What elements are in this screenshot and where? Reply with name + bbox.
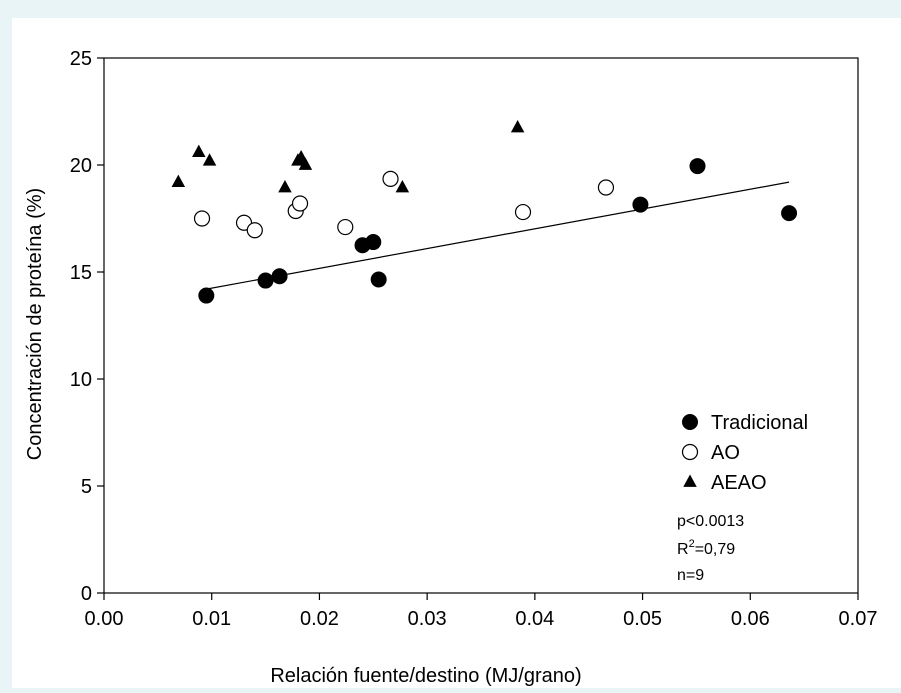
x-tick-labels: 0.00 0.01 0.02 0.03 0.04 0.05 0.06 0.07 xyxy=(85,608,878,630)
y-tick-label: 5 xyxy=(81,476,92,498)
point-ao xyxy=(337,218,354,236)
y-tick-label: 0 xyxy=(81,583,92,605)
x-tick-label: 0.05 xyxy=(623,608,662,630)
axes xyxy=(97,57,859,600)
legend-marker-aeao xyxy=(683,474,697,487)
point-aeao xyxy=(171,174,186,187)
stat-r-letter: R xyxy=(677,541,689,558)
y-tick-label: 10 xyxy=(70,369,92,391)
legend-marker-ao xyxy=(681,443,699,461)
stat-r-squared: R2=0,79 xyxy=(677,538,735,558)
point-aeao xyxy=(510,120,525,133)
stat-p-value: p<0.0013 xyxy=(677,513,744,530)
y-tick-label: 25 xyxy=(70,48,92,70)
y-tick-label: 15 xyxy=(70,262,92,284)
point-aeao xyxy=(395,179,410,193)
chart-card: 0.00 0.01 0.02 0.03 0.04 0.05 0.06 0.07 0 5 10 15 2… xyxy=(12,18,901,688)
point-tradicional xyxy=(198,287,215,304)
trendline xyxy=(206,181,790,290)
point-ao xyxy=(246,222,263,239)
stat-r-value: =0,79 xyxy=(695,541,736,558)
point-ao xyxy=(597,179,615,196)
point-aeao xyxy=(278,179,292,193)
x-tick-label: 0.04 xyxy=(515,608,554,630)
data-points xyxy=(171,120,798,304)
y-axis-label: Concentración de proteína (%) xyxy=(24,188,46,460)
trendline-group xyxy=(206,181,790,290)
point-tradicional xyxy=(271,268,288,285)
point-tradicional xyxy=(632,196,649,213)
point-ao xyxy=(382,170,399,188)
legend-label-aeao: AEAO xyxy=(711,472,767,494)
point-tradicional xyxy=(689,158,706,175)
point-aeao xyxy=(202,153,217,166)
legend-label-tradicional: Tradicional xyxy=(711,412,808,434)
point-aeao xyxy=(192,144,206,158)
point-tradicional xyxy=(365,234,382,251)
scatter-chart: 0.00 0.01 0.02 0.03 0.04 0.05 0.06 0.07 0 5 10 15 2… xyxy=(24,48,878,687)
point-ao xyxy=(514,203,532,221)
stat-r-superscript: 2 xyxy=(689,538,695,550)
x-tick-label: 0.00 xyxy=(85,608,124,630)
x-axis-label: Relación fuente/destino (MJ/grano) xyxy=(270,665,581,687)
plot-frame xyxy=(103,57,859,594)
stat-n: n=9 xyxy=(677,567,704,584)
x-tick-label: 0.07 xyxy=(839,608,878,630)
point-tradicional xyxy=(370,271,387,288)
point-tradicional xyxy=(781,205,798,222)
x-tick-label: 0.06 xyxy=(731,608,770,630)
point-ao xyxy=(291,195,309,212)
point-aeao xyxy=(298,157,313,170)
x-tick-label: 0.03 xyxy=(408,608,447,630)
point-tradicional xyxy=(257,272,274,289)
legend: Tradicional AO AEAO xyxy=(681,412,808,494)
point-ao xyxy=(193,210,211,227)
y-tick-labels: 0 5 10 15 20 25 xyxy=(70,48,92,605)
x-tick-label: 0.02 xyxy=(300,608,339,630)
x-tick-label: 0.01 xyxy=(192,608,231,630)
legend-label-ao: AO xyxy=(711,442,740,464)
y-tick-label: 20 xyxy=(70,155,92,177)
legend-marker-tradicional xyxy=(682,414,698,430)
